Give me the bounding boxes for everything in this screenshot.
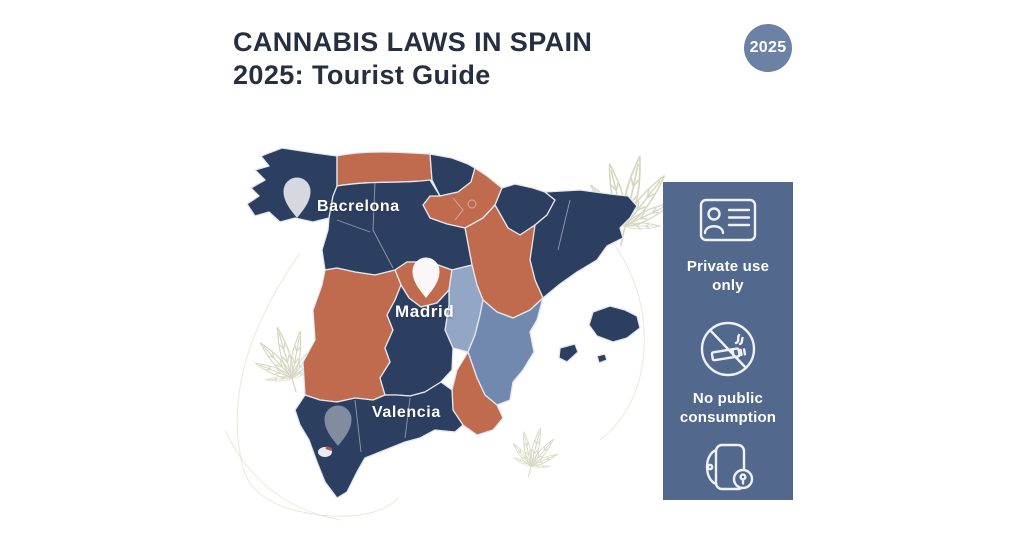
id-card-icon [699, 198, 757, 242]
page-title-line1: CANNABIS LAWS IN SPAIN [233, 27, 593, 57]
legend-label-no-public: No public consumption [679, 390, 777, 426]
page-title-line2: 2025: Tourist Guide [233, 60, 491, 90]
region-murcia [451, 351, 504, 436]
year-badge: 2025 [744, 24, 792, 72]
region-balearic-islands [558, 305, 641, 364]
province-borders [336, 181, 571, 453]
legend-item-private-use: Private use only [669, 196, 787, 295]
cannabis-leaf-bottom [504, 422, 564, 483]
no-smoking-icon [700, 321, 756, 377]
page-title: CANNABIS LAWS IN SPAIN 2025: Tourist Gui… [233, 26, 653, 92]
city-label-barcelona: Bacrelona [317, 198, 400, 215]
legend-panel: Private use only No public consumption [663, 182, 793, 542]
year-badge-text: 2025 [749, 39, 787, 56]
members-club-door-icon [705, 443, 754, 491]
region-valencia-cuenca [467, 297, 544, 406]
legend-item-members-only: Members-only clubs [669, 441, 787, 543]
legend-item-no-public: No public consumption [669, 317, 787, 427]
city-label-valencia: Valencia [372, 404, 441, 421]
legend-label-private-use: Private use only [686, 258, 770, 294]
region-andalusia [294, 381, 464, 499]
map-artifact [318, 446, 333, 457]
background-swirl-lines [224, 237, 645, 521]
legend-label-members-only: Members-only clubs [675, 506, 781, 542]
city-label-madrid: Madrid [395, 302, 455, 321]
